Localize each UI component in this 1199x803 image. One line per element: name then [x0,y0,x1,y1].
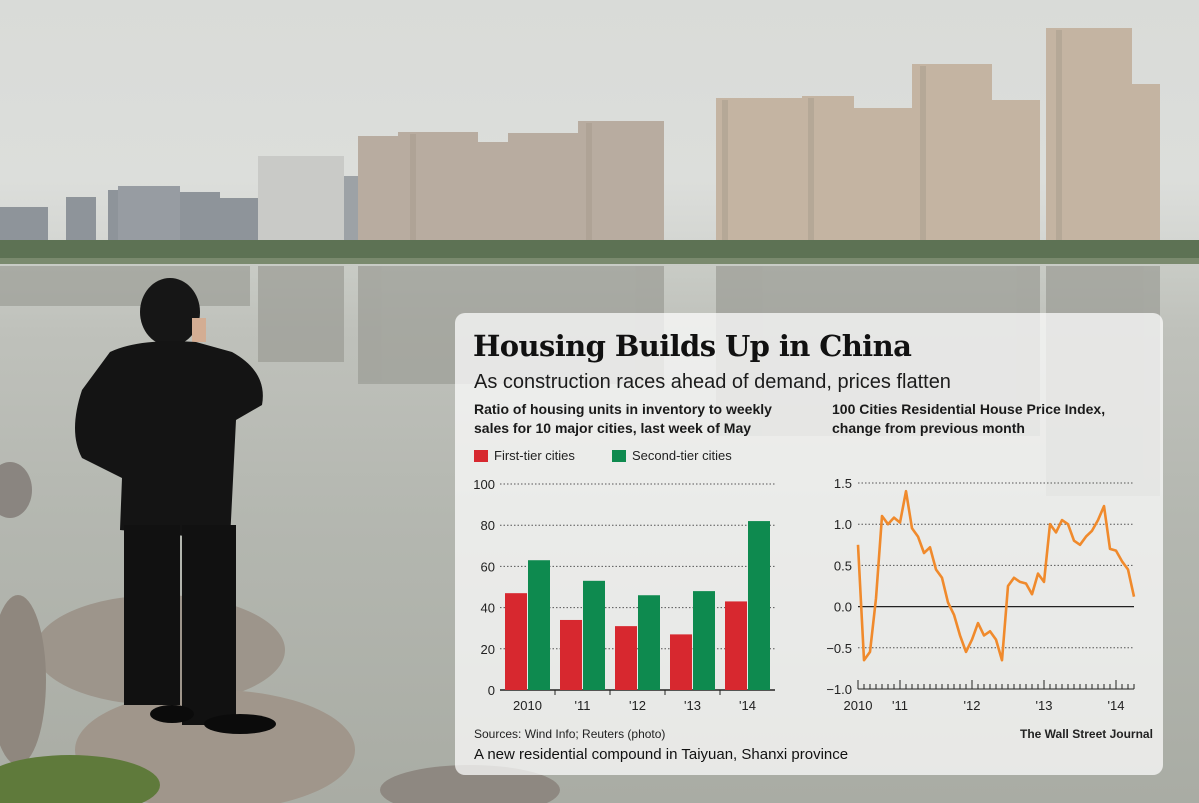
line-x-tick-label: 2010 [844,698,873,713]
bar-first-tier [670,634,692,690]
infographic-subtitle: As construction races ahead of demand, p… [474,371,951,393]
line-x-tick-label: '13 [1036,698,1053,713]
white-office-building [258,156,344,246]
bar-y-tick-label: 0 [488,683,495,698]
photo-caption: A new residential compound in Taiyuan, S… [474,746,849,763]
bar-x-tick-label: '13 [684,698,701,713]
man-on-phone [75,278,276,734]
line-y-tick-label: 0.0 [834,600,852,615]
sources-note: Sources: Wind Info; Reuters (photo) [474,727,666,741]
legend-swatch-second-tier [612,450,626,462]
bar-x-tick-label: '14 [739,698,756,713]
bar-second-tier [638,595,660,690]
rocks [0,462,560,803]
bar-first-tier [615,626,637,690]
infographic-title: Housing Builds Up in China [473,329,912,363]
line-y-tick-label: −0.5 [826,641,852,656]
tree-line [0,240,1199,262]
price-index-line [856,489,1136,662]
line-x-tick-label: '11 [892,698,908,713]
line-y-tick-label: −1.0 [826,682,852,697]
bar-first-tier [560,619,582,690]
infographic-panel [455,313,1163,775]
center-buildings [358,121,664,246]
bar-x-tick-label: '12 [629,698,646,713]
bar-first-tier [725,601,747,690]
line-y-tick-label: 1.5 [834,476,852,491]
bar-second-tier [748,521,770,690]
bar-y-tick-label: 20 [481,642,495,657]
line-x-tick-label: '12 [964,698,981,713]
bar-x-tick-label: 2010 [513,698,542,713]
line-y-tick-label: 1.0 [834,517,852,532]
line-chart-title: 100 Cities Residential House Price Index… [832,401,1106,436]
legend-swatch-first-tier [474,450,488,462]
legend-label-second-tier: Second-tier cities [632,448,732,463]
publisher-credit: The Wall Street Journal [1020,727,1153,741]
right-buildings [716,28,1160,246]
bar-second-tier [528,560,550,690]
bar-second-tier [583,580,605,690]
bar-y-tick-label: 60 [481,559,495,574]
bar-x-tick-label: '11 [575,698,591,713]
bar-y-tick-label: 80 [481,518,495,533]
bar-y-tick-label: 100 [473,477,495,492]
line-x-tick-label: '14 [1108,698,1125,713]
left-buildings [0,186,258,247]
legend-label-first-tier: First-tier cities [494,448,575,463]
line-y-tick-label: 0.5 [834,558,852,573]
bar-second-tier [693,591,715,690]
bar-chart: 0 20 40 60 80 100 2010 '11 '12 '13 '14 [473,477,775,713]
bar-y-tick-label: 40 [481,601,495,616]
bar-first-tier [505,593,527,690]
bar-chart-title: Ratio of housing units in inventory to w… [474,401,772,436]
